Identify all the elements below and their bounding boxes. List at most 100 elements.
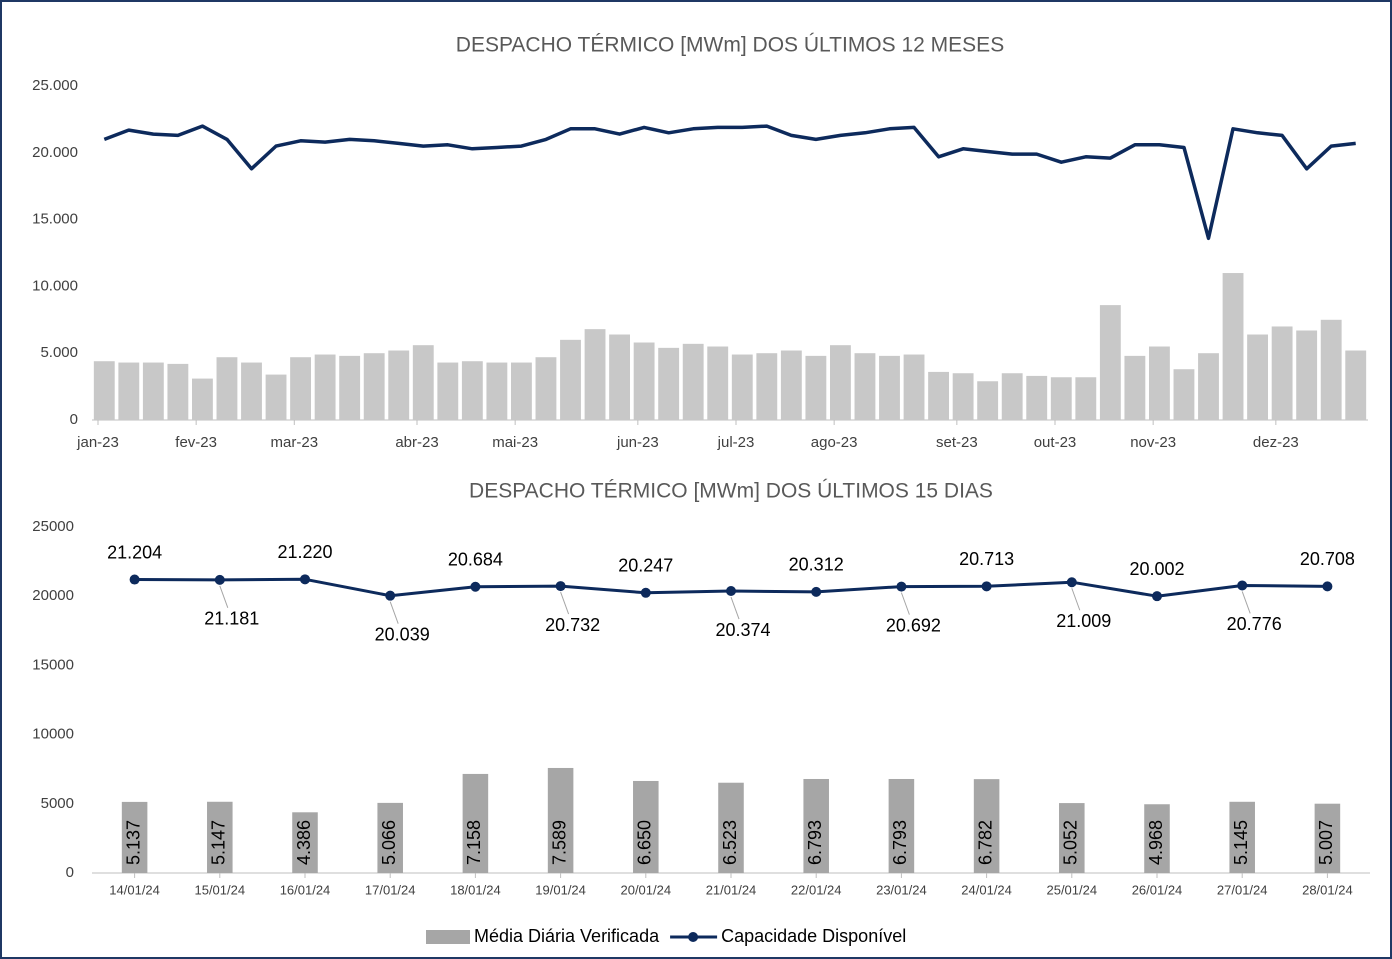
x-tick-label: 20/01/24 (620, 882, 671, 897)
leader-line (1241, 591, 1251, 614)
y-tick-label: 20.000 (32, 144, 78, 161)
x-tick-label: 21/01/24 (706, 882, 757, 897)
x-tick-label: dez-23 (1253, 434, 1299, 451)
chart-title: DESPACHO TÉRMICO [MWm] DOS ÚLTIMOS 12 ME… (456, 34, 1004, 57)
line-point (214, 574, 225, 585)
bar (1173, 369, 1195, 420)
bar (216, 357, 238, 420)
bar (1198, 353, 1219, 420)
bar (903, 354, 925, 420)
bar (560, 339, 581, 420)
x-tick-label: set-23 (936, 434, 978, 451)
bar (290, 357, 312, 420)
bar (805, 355, 827, 420)
bar (888, 778, 915, 873)
legend-label: Capacidade Disponível (721, 926, 906, 946)
x-tick-label: 26/01/24 (1132, 882, 1183, 897)
bar (1050, 377, 1072, 420)
bar (584, 329, 606, 420)
bar (142, 362, 164, 420)
legend-swatch (426, 930, 470, 944)
line-data-label: 20.692 (886, 615, 941, 635)
line-point (1322, 581, 1333, 592)
bar-data-label: 7.589 (549, 820, 569, 865)
bar (314, 354, 336, 420)
x-tick-label: ago-23 (811, 434, 858, 451)
bar (207, 801, 233, 873)
bar (241, 362, 262, 420)
bar-data-label: 6.650 (635, 820, 655, 865)
bar (1345, 350, 1367, 420)
bar (1271, 326, 1293, 420)
line-point (640, 587, 651, 598)
leader-line (219, 585, 229, 609)
bar (93, 361, 115, 420)
bar (1320, 319, 1342, 420)
line-data-label: 20.374 (715, 620, 770, 640)
bar-data-label: 4.386 (294, 820, 314, 865)
y-tick-label: 10000 (32, 726, 74, 743)
line-point (300, 574, 310, 585)
bar (952, 373, 974, 420)
bar (292, 812, 318, 873)
x-tick-label: 24/01/24 (961, 882, 1012, 897)
bar (1059, 803, 1085, 873)
line-point (470, 581, 481, 592)
bar (1001, 373, 1023, 420)
x-tick-label: jan-23 (76, 434, 119, 451)
chart-title: DESPACHO TÉRMICO [MWm] DOS ÚLTIMOS 15 DI… (469, 480, 993, 503)
bar (633, 342, 655, 420)
line-data-label: 20.713 (959, 549, 1014, 569)
line-data-label: 20.684 (448, 549, 503, 569)
bar (879, 355, 900, 420)
bar (363, 353, 385, 420)
y-tick-label: 0 (70, 411, 78, 428)
bar (118, 362, 140, 420)
bar (707, 346, 729, 420)
leader-line (730, 596, 740, 620)
y-tick-label: 15.000 (32, 211, 78, 228)
bar-data-label: 5.052 (1061, 820, 1081, 865)
x-tick-label: mar-23 (271, 434, 319, 451)
bar (461, 361, 483, 420)
bar-data-label: 5.147 (209, 820, 229, 865)
leader-line (900, 592, 910, 615)
bar (682, 343, 704, 420)
bar-data-label: 5.007 (1316, 820, 1336, 865)
bar (977, 381, 999, 420)
bar (167, 363, 189, 420)
bar (377, 802, 403, 873)
bar (535, 357, 557, 420)
bar (1026, 375, 1048, 420)
bar (265, 374, 287, 420)
bar (1124, 355, 1146, 420)
line-data-label: 20.776 (1227, 614, 1282, 634)
bar (547, 767, 574, 873)
x-tick-label: 15/01/24 (194, 882, 245, 897)
y-tick-label: 5000 (41, 795, 74, 812)
line-point (811, 586, 822, 597)
bar (191, 378, 213, 420)
bar (121, 801, 148, 873)
bar (388, 350, 410, 420)
x-tick-label: 22/01/24 (791, 882, 842, 897)
bar-data-label: 5.137 (123, 820, 143, 865)
legend-label: Média Diária Verificada (474, 926, 660, 946)
leader-line (1071, 588, 1081, 611)
bar-data-label: 6.782 (975, 820, 995, 865)
bar-data-label: 7.158 (464, 820, 484, 865)
bar (829, 345, 851, 420)
x-tick-label: 27/01/24 (1217, 882, 1268, 897)
bar (1314, 803, 1341, 873)
x-tick-label: 23/01/24 (876, 882, 927, 897)
bar (658, 347, 680, 420)
bar-data-label: 6.793 (805, 820, 825, 865)
x-tick-label: nov-23 (1130, 434, 1176, 451)
bar (1222, 273, 1244, 420)
line (103, 124, 1356, 241)
bar (1148, 346, 1170, 420)
bar (510, 362, 532, 420)
line-data-label: 21.181 (204, 609, 259, 629)
